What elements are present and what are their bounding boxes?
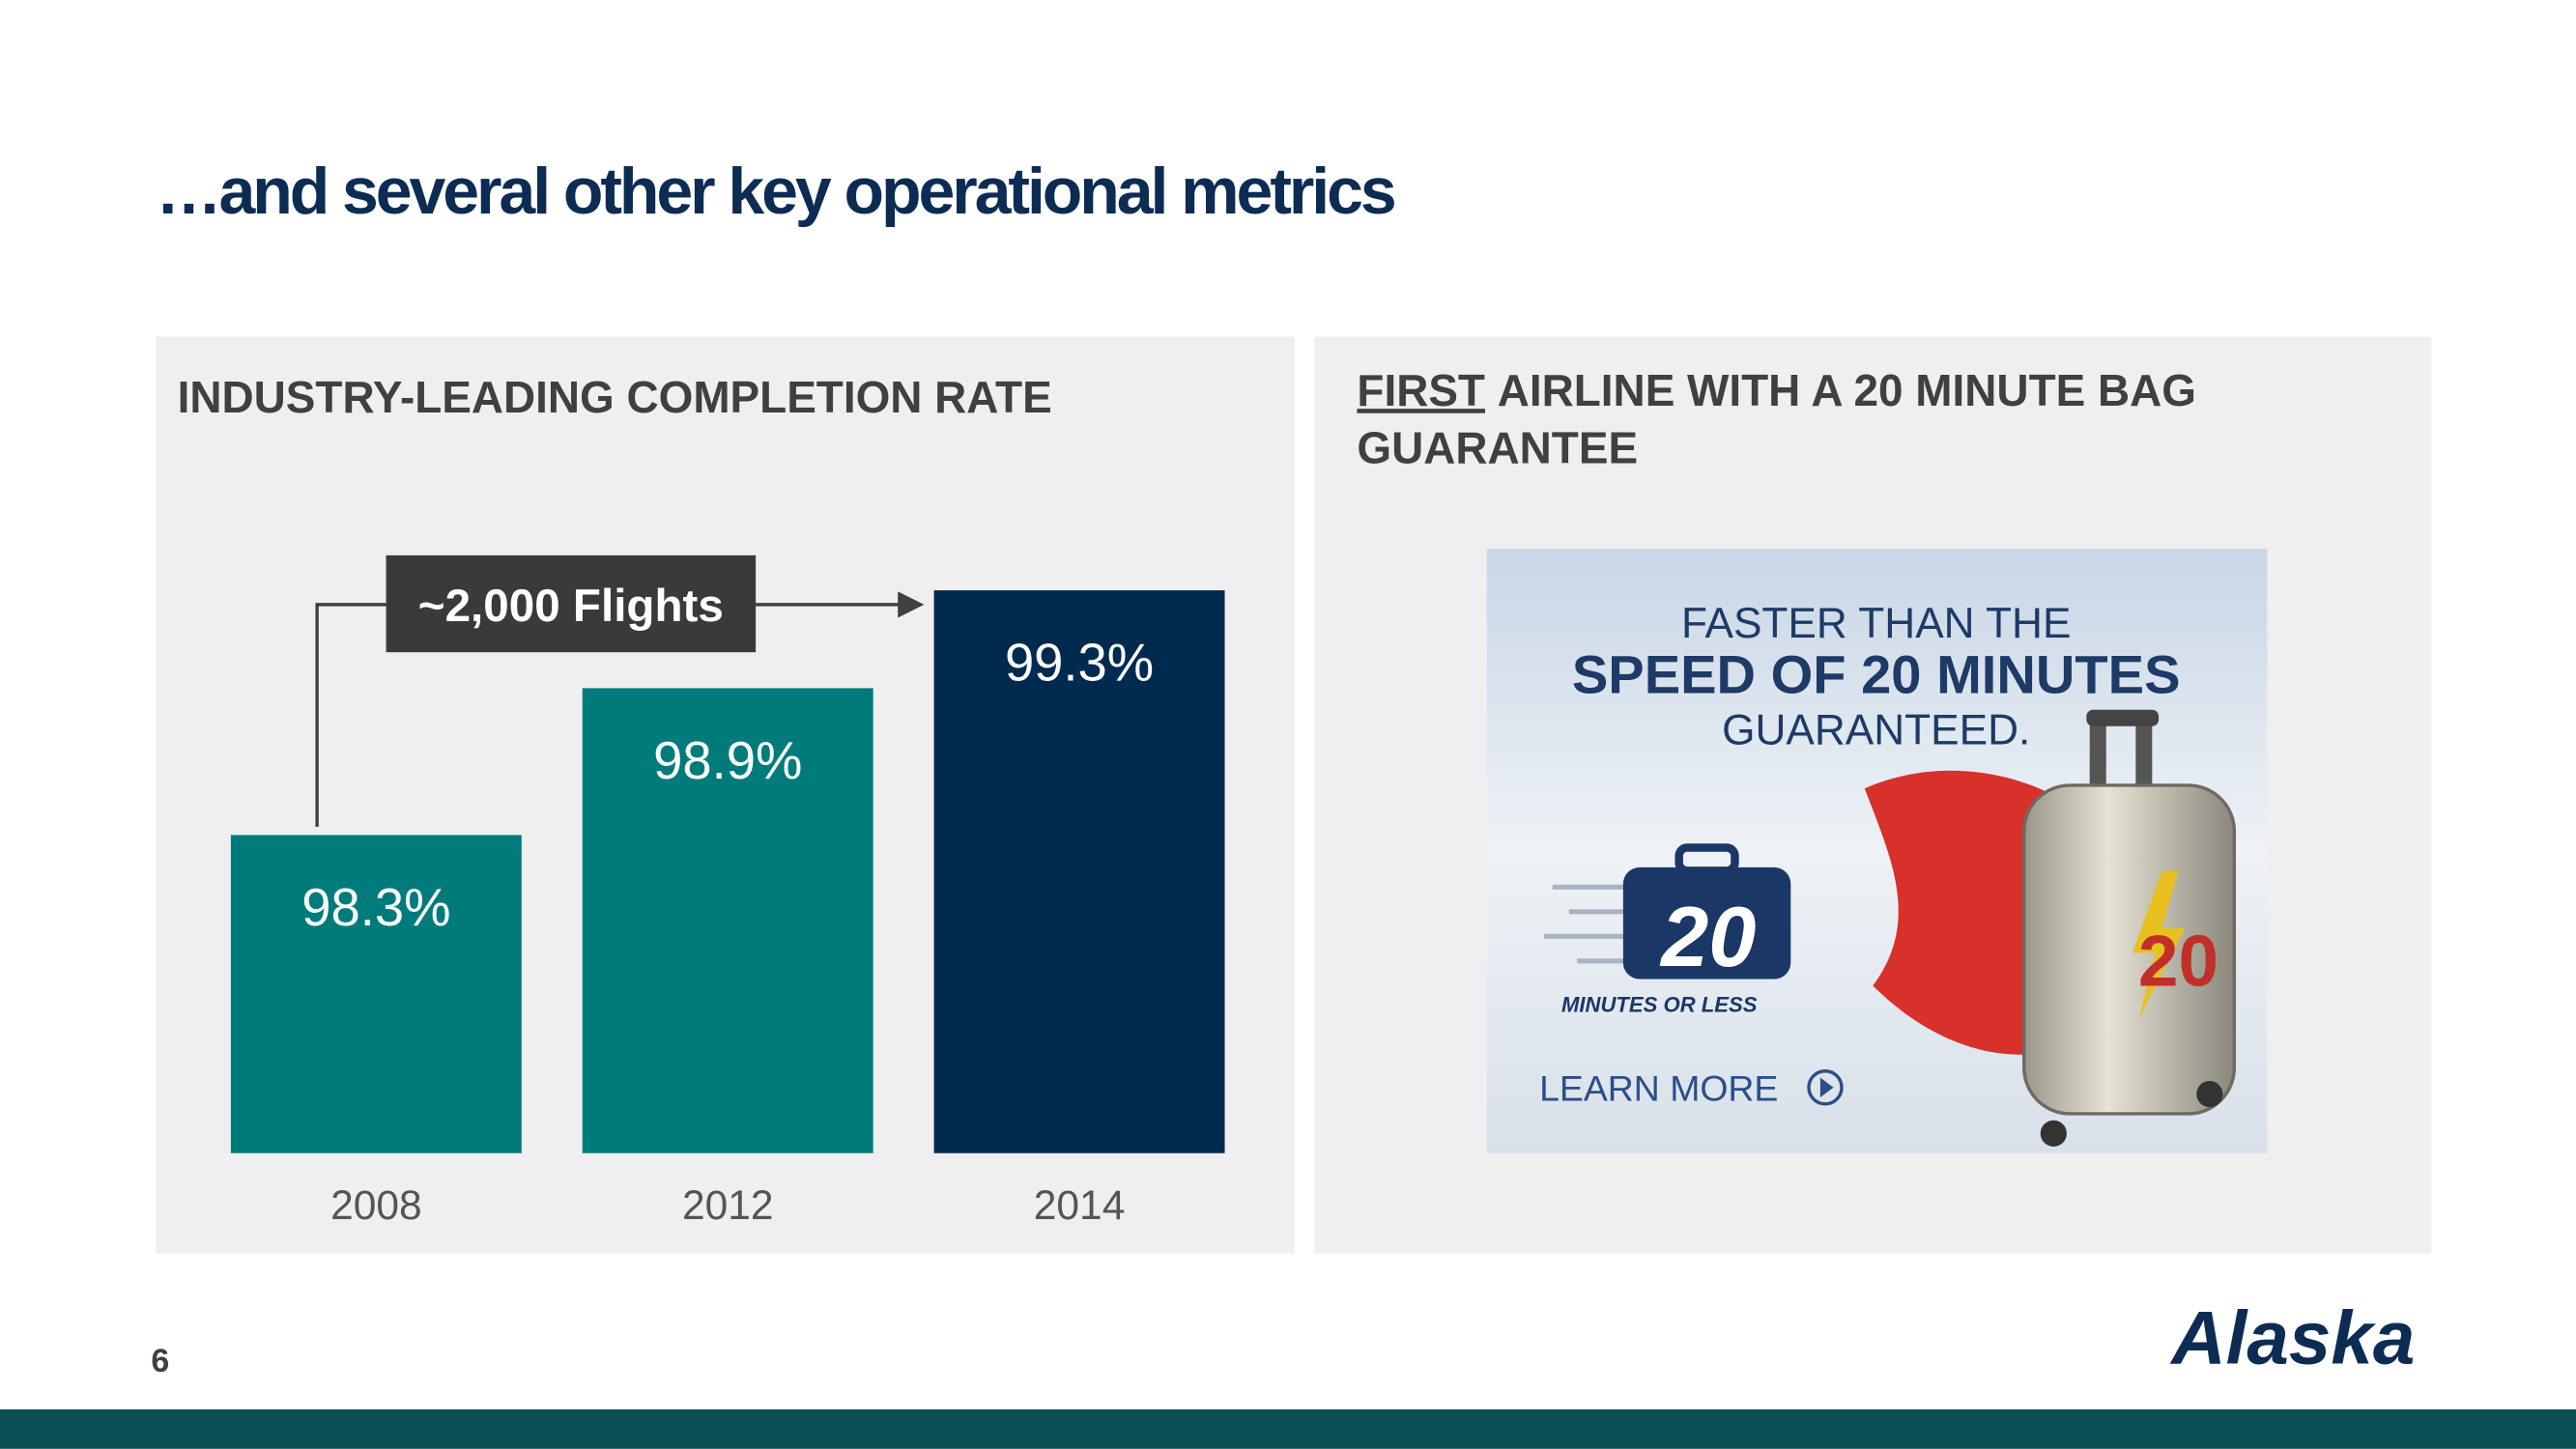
badge-handle [1674, 843, 1739, 875]
heading-text: AIRLINE WITH A 20 MINUTE BAG [1498, 365, 2196, 415]
suitcase-bolt [2132, 870, 2186, 1019]
x-tick-label: 2008 [330, 1183, 422, 1229]
bar [582, 688, 873, 1153]
ad-text: SPEED OF 20 MINUTES [1572, 644, 2181, 705]
suitcase-handle [2086, 709, 2160, 726]
ad-text: FASTER THAN THE [1681, 600, 2072, 647]
ad-cta: LEARN MORE [1539, 1067, 1778, 1108]
cta-icon [1819, 1077, 1834, 1097]
value-label: 98.9% [653, 731, 802, 790]
logo: Alaska [2169, 1294, 2415, 1379]
badge-number: 20 [1659, 889, 1756, 984]
slide-title: …and several other key operational metri… [157, 155, 1395, 228]
bar [230, 835, 522, 1153]
cape [1864, 770, 2071, 1055]
speed-lines [1544, 884, 1627, 964]
annotation-box [386, 554, 757, 653]
annotation: ~2,000 Flights [418, 581, 724, 632]
suitcase-handle [2089, 716, 2106, 799]
wheel [2040, 1120, 2067, 1147]
x-tick-label: 2012 [682, 1183, 774, 1229]
x-tick-label: 2014 [1034, 1183, 1126, 1229]
suitcase-number: 20 [2138, 920, 2218, 1001]
annotation-arrow [315, 605, 921, 827]
wheel [2196, 1080, 2223, 1108]
panel-heading: INDUSTRY-LEADING COMPLETION RATE [178, 372, 1052, 422]
badge-caption: MINUTES OR LESS [1561, 993, 1758, 1017]
badge [1622, 867, 1791, 980]
suitcase-handle [2135, 716, 2153, 799]
ad-text: GUARANTEED. [1722, 706, 2030, 753]
panel-heading: FIRST AIRLINE WITH A 20 MINUTE BAG [1357, 365, 2196, 415]
cta-icon [1807, 1069, 1844, 1106]
bar [933, 590, 1225, 1153]
value-label: 98.3% [301, 878, 450, 937]
value-label: 99.3% [1005, 634, 1154, 693]
page-number: 6 [151, 1343, 169, 1379]
ad-image: FASTER THAN THE SPEED OF 20 MINUTES GUAR… [1486, 549, 2268, 1153]
footer-band [0, 1409, 2576, 1449]
heading-emphasis: FIRST [1357, 365, 1485, 415]
suitcase [2022, 783, 2237, 1116]
panel-heading: GUARANTEE [1357, 423, 1638, 473]
bar-chart: 98.3% 2008 98.9% 2012 99.3% 2014 ~2,000 Flight… [230, 554, 1225, 1229]
